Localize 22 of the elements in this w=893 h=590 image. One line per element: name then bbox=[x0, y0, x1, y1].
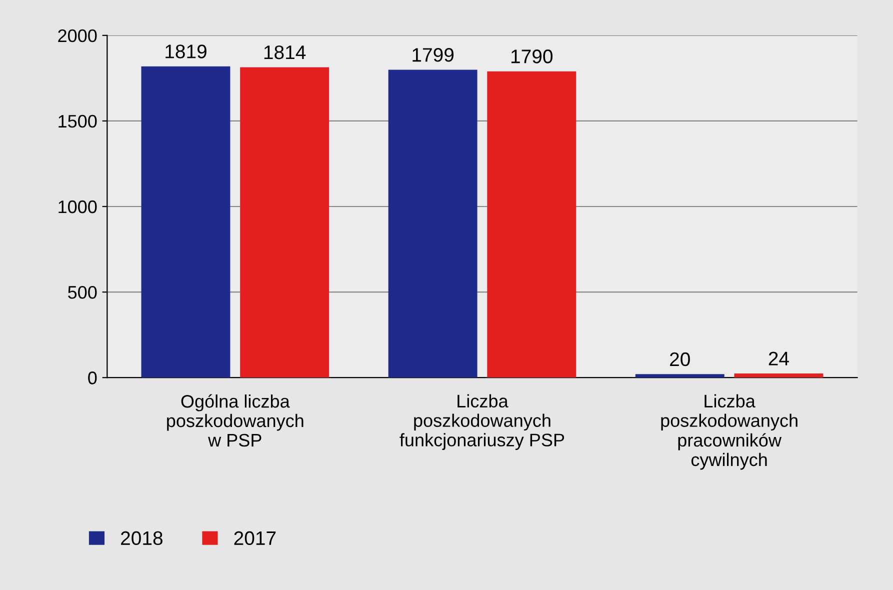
bar bbox=[240, 67, 330, 378]
bar bbox=[635, 374, 724, 378]
x-tick-label: Liczba poszkodowanych pracowników cywilnych bbox=[661, 394, 798, 470]
legend-label: 2018 bbox=[121, 531, 162, 546]
data-label: 24 bbox=[768, 352, 789, 366]
y-tick-label: 2000 bbox=[58, 29, 97, 42]
y-tick-label: 1500 bbox=[58, 114, 97, 128]
x-tick-label: Liczba poszkodowanych funkcjonariuszy PSP bbox=[400, 394, 564, 450]
bar bbox=[734, 373, 824, 378]
bar bbox=[487, 71, 576, 378]
data-label: 1814 bbox=[264, 45, 306, 60]
data-label: 1799 bbox=[412, 48, 454, 62]
y-tick-label: 0 bbox=[88, 372, 97, 384]
bar bbox=[388, 70, 478, 378]
data-label: 1819 bbox=[166, 44, 206, 58]
y-tick-label: 1000 bbox=[58, 200, 97, 214]
y-tick-label: 500 bbox=[68, 286, 97, 299]
data-label: 20 bbox=[670, 352, 690, 366]
x-tick-label: Ogólna liczba poszkodowanych w PSP bbox=[167, 394, 304, 447]
legend-label: 2017 bbox=[234, 531, 276, 546]
bar bbox=[141, 66, 230, 378]
data-label: 1790 bbox=[511, 50, 553, 64]
